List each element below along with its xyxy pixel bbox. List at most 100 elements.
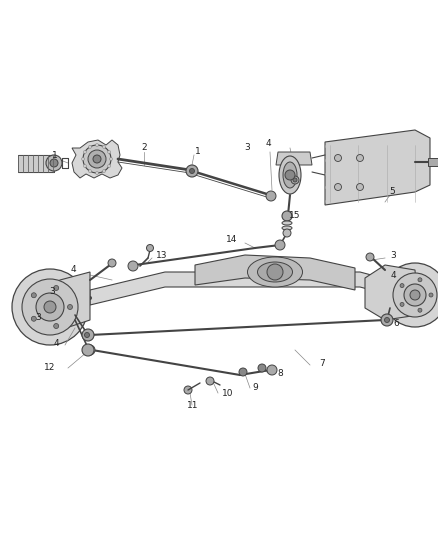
Circle shape (285, 170, 295, 180)
Circle shape (429, 293, 433, 297)
Text: 5: 5 (389, 188, 395, 197)
Circle shape (85, 333, 89, 337)
Ellipse shape (282, 226, 292, 230)
Circle shape (291, 176, 299, 184)
Text: 4: 4 (70, 265, 76, 274)
Circle shape (67, 304, 73, 310)
Circle shape (282, 211, 292, 221)
Ellipse shape (258, 262, 293, 282)
Circle shape (258, 364, 266, 372)
Text: 2: 2 (141, 143, 147, 152)
Circle shape (44, 301, 56, 313)
Text: 15: 15 (289, 211, 301, 220)
Text: 8: 8 (277, 368, 283, 377)
Circle shape (82, 329, 94, 341)
Text: 1: 1 (195, 148, 201, 157)
Circle shape (418, 278, 422, 282)
Circle shape (110, 157, 113, 160)
Text: 14: 14 (226, 236, 238, 245)
Text: 3: 3 (35, 313, 41, 322)
Circle shape (32, 293, 36, 298)
Circle shape (366, 253, 374, 261)
Text: 4: 4 (265, 140, 271, 149)
Circle shape (88, 150, 106, 168)
Circle shape (293, 178, 297, 182)
Circle shape (83, 165, 86, 167)
Circle shape (108, 150, 111, 154)
Polygon shape (72, 140, 122, 178)
Circle shape (82, 344, 94, 356)
Circle shape (22, 279, 78, 335)
Circle shape (357, 183, 364, 190)
Ellipse shape (282, 221, 292, 225)
Circle shape (184, 386, 192, 394)
Circle shape (83, 145, 111, 173)
Circle shape (146, 245, 153, 252)
Circle shape (85, 345, 95, 355)
Circle shape (335, 183, 342, 190)
Text: 12: 12 (44, 364, 56, 373)
FancyBboxPatch shape (428, 158, 438, 166)
Circle shape (206, 377, 214, 385)
Polygon shape (276, 152, 312, 165)
Text: 7: 7 (319, 359, 325, 367)
Circle shape (266, 191, 276, 201)
Circle shape (418, 308, 422, 312)
Text: 3: 3 (49, 287, 55, 296)
Text: 3: 3 (390, 251, 396, 260)
Circle shape (50, 159, 58, 167)
Circle shape (385, 318, 389, 322)
Text: 10: 10 (222, 389, 234, 398)
Circle shape (36, 293, 64, 321)
Circle shape (190, 168, 194, 174)
Circle shape (383, 263, 438, 327)
Text: 13: 13 (156, 251, 168, 260)
Circle shape (54, 286, 59, 290)
Circle shape (335, 155, 342, 161)
Circle shape (410, 290, 420, 300)
Circle shape (400, 302, 404, 306)
Circle shape (128, 261, 138, 271)
Circle shape (102, 146, 106, 148)
Ellipse shape (283, 162, 297, 188)
Circle shape (381, 314, 393, 326)
Polygon shape (325, 130, 430, 205)
Circle shape (404, 284, 426, 306)
FancyBboxPatch shape (18, 155, 54, 172)
Circle shape (267, 264, 283, 280)
Circle shape (267, 365, 277, 375)
Circle shape (357, 155, 364, 161)
Circle shape (239, 368, 247, 376)
Circle shape (95, 172, 99, 174)
Circle shape (12, 269, 88, 345)
Ellipse shape (279, 156, 301, 194)
Text: 1: 1 (52, 150, 58, 159)
Circle shape (81, 157, 85, 160)
Circle shape (400, 284, 404, 288)
Circle shape (88, 169, 92, 173)
Text: 4: 4 (390, 271, 396, 279)
Circle shape (93, 155, 101, 163)
Circle shape (32, 316, 36, 321)
Circle shape (275, 240, 285, 250)
Polygon shape (195, 255, 355, 290)
Polygon shape (90, 272, 390, 305)
Circle shape (102, 169, 106, 173)
Circle shape (54, 324, 59, 328)
Text: 11: 11 (187, 400, 199, 409)
Circle shape (95, 143, 99, 147)
Polygon shape (365, 265, 418, 320)
Circle shape (88, 146, 92, 148)
Circle shape (108, 259, 116, 267)
Circle shape (108, 165, 111, 167)
Circle shape (83, 150, 86, 154)
Circle shape (283, 229, 291, 237)
Text: 6: 6 (393, 319, 399, 327)
Text: 9: 9 (252, 384, 258, 392)
Text: 4: 4 (53, 338, 59, 348)
Circle shape (393, 273, 437, 317)
Circle shape (46, 155, 62, 171)
Text: 3: 3 (244, 142, 250, 151)
Ellipse shape (247, 257, 303, 287)
Polygon shape (42, 272, 90, 330)
